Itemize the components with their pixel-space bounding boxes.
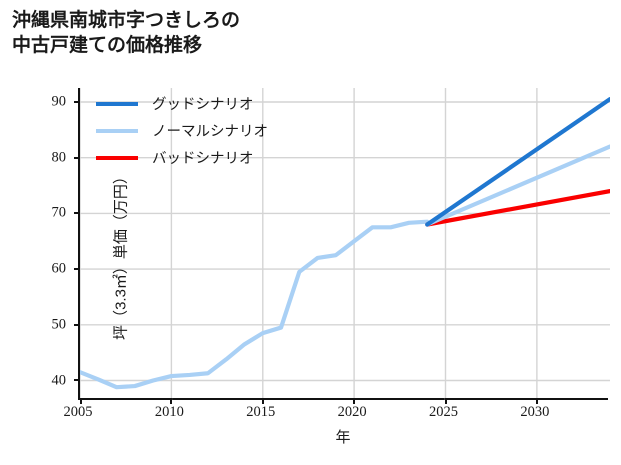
- xtick-label-2030: 2030: [520, 404, 550, 420]
- xtick-mark: [536, 398, 538, 404]
- ytick-mark: [74, 101, 80, 103]
- plot-svg: [80, 88, 610, 400]
- legend-item-normal: ノーマルシナリオ: [96, 117, 326, 144]
- legend-swatch-normal: [96, 128, 138, 133]
- gridlines: [80, 88, 610, 400]
- ytick-label-80: 80: [51, 149, 67, 166]
- xtick-label-2010: 2010: [154, 404, 184, 420]
- plot-area: [74, 88, 610, 404]
- ytick-label-70: 70: [51, 204, 67, 221]
- line-normal-scenario: [425, 144, 610, 227]
- legend-label-normal: ノーマルシナリオ: [152, 124, 268, 140]
- xtick-mark: [170, 398, 172, 404]
- ytick-label-40: 40: [51, 372, 67, 388]
- legend-swatch-good: [96, 101, 138, 106]
- line-good-scenario: [425, 97, 610, 227]
- legend-item-good: グッドシナリオ: [96, 90, 326, 117]
- ytick-label-90: 90: [51, 93, 67, 110]
- legend-label-good: グッドシナリオ: [152, 97, 254, 113]
- line-history: [80, 219, 430, 390]
- xtick-label-2005: 2005: [63, 404, 93, 420]
- xtick-mark: [445, 398, 447, 404]
- chart-legend: グッドシナリオ ノーマルシナリオ バッドシナリオ: [96, 90, 326, 171]
- legend-swatch-bad: [96, 155, 138, 160]
- xtick-mark: [262, 398, 264, 404]
- legend-label-bad: バッドシナリオ: [152, 151, 254, 167]
- ytick-mark: [74, 157, 80, 159]
- xtick-mark: [80, 398, 82, 404]
- legend-item-bad: バッドシナリオ: [96, 144, 326, 171]
- ytick-mark: [74, 212, 80, 214]
- ytick-mark: [74, 268, 80, 270]
- xtick-label-2020: 2020: [337, 404, 367, 420]
- ytick-label-60: 60: [51, 260, 67, 277]
- xtick-mark: [353, 398, 355, 404]
- chart-title: 沖縄県南城市字つきしろの 中古戸建ての価格推移: [12, 10, 241, 57]
- x-axis-label: 年: [335, 429, 351, 446]
- ytick-label-50: 50: [51, 316, 67, 333]
- series-lines: [80, 97, 610, 390]
- ytick-mark: [74, 324, 80, 326]
- xtick-label-2025: 2025: [429, 404, 458, 420]
- line-bad-scenario: [425, 188, 610, 227]
- xtick-label-2015: 2015: [246, 404, 276, 420]
- ytick-mark: [74, 379, 80, 381]
